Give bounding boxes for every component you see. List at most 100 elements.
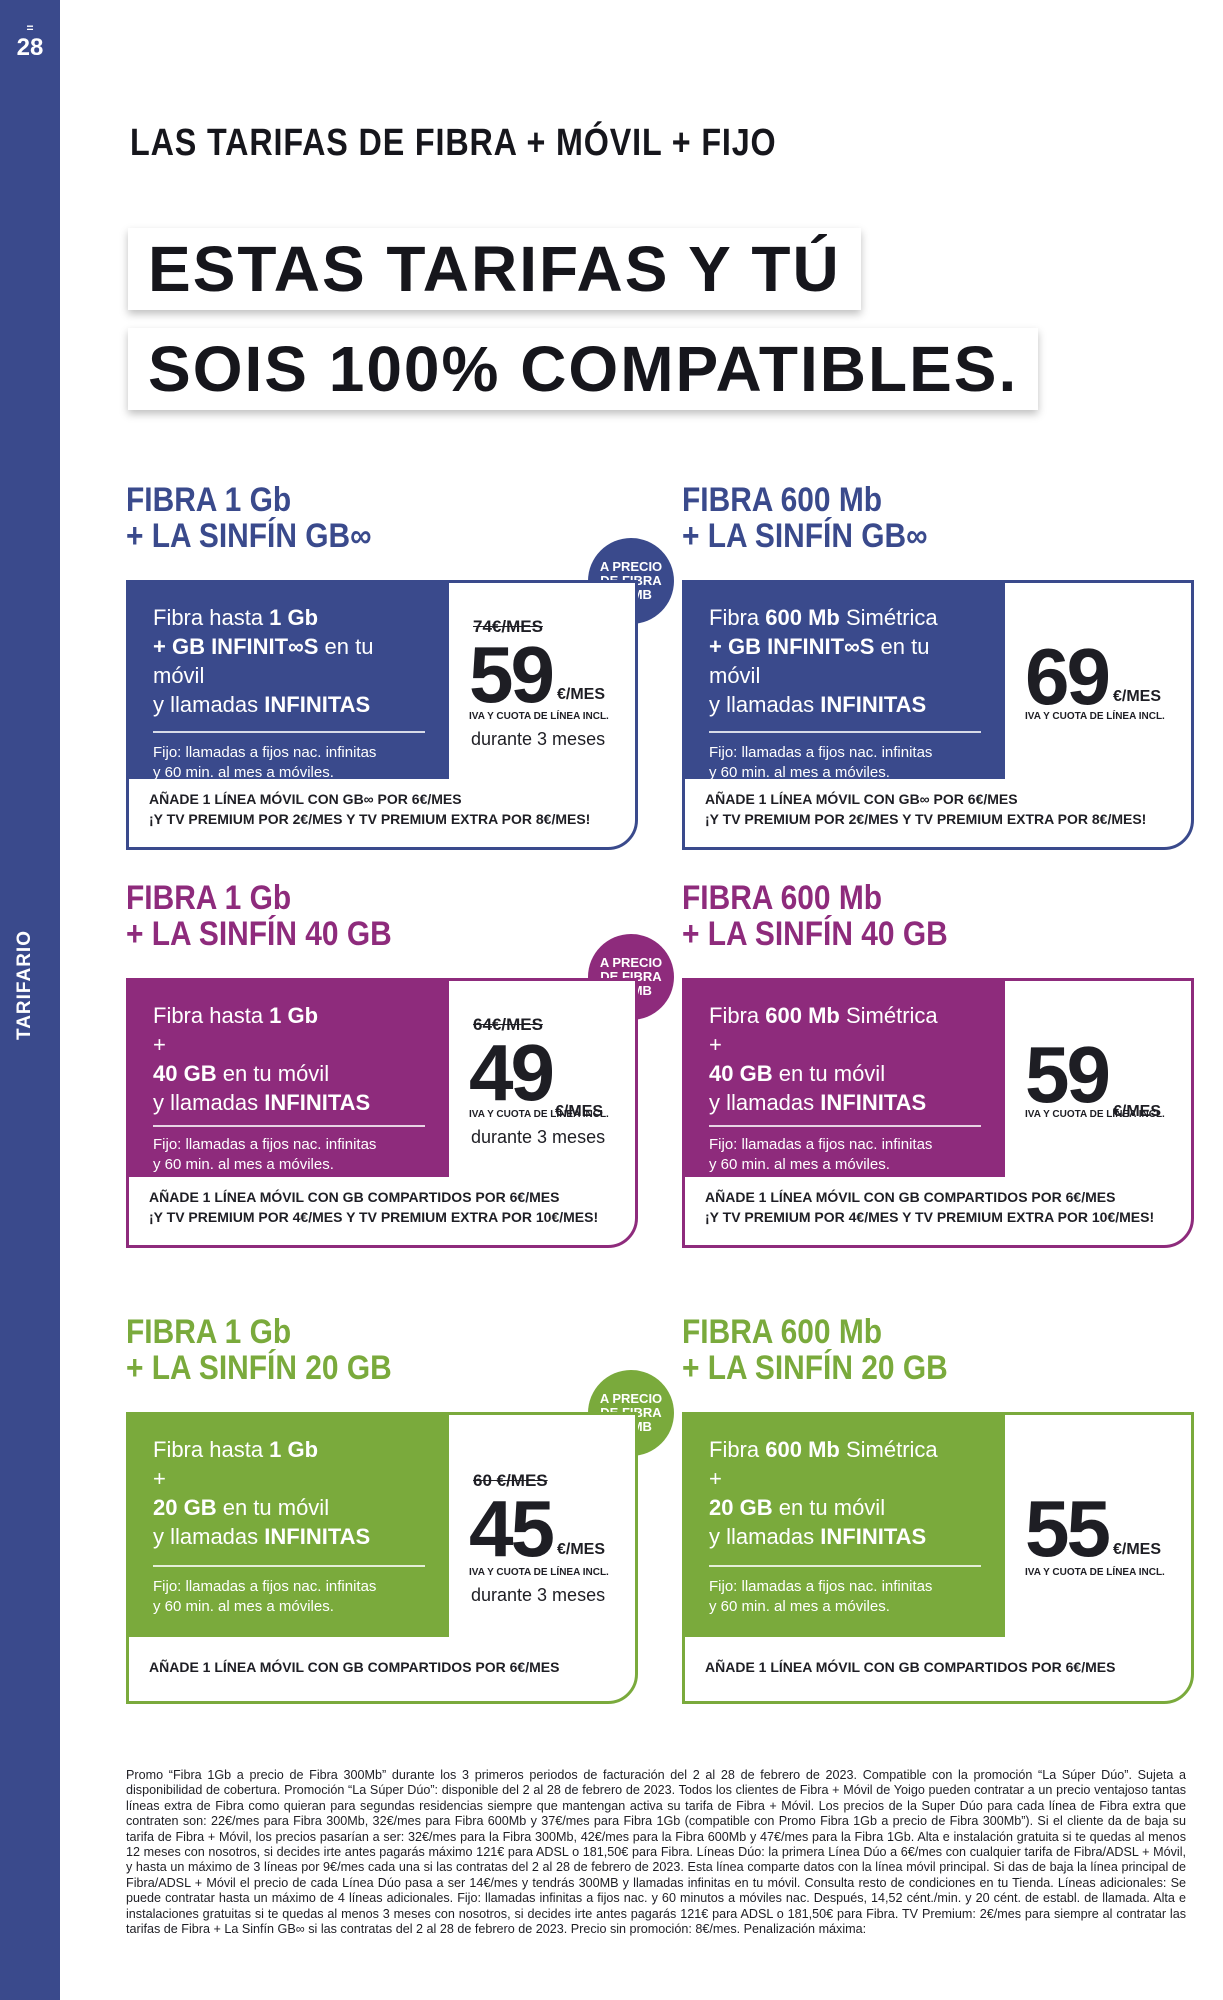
iva-note: IVA Y CUOTA DE LÍNEA INCL. [1025,1567,1165,1578]
addon-line-2: ¡Y TV PREMIUM POR 4€/MES Y TV PREMIUM EX… [149,1209,599,1225]
feature-divider [153,1565,425,1567]
feature-line-llamadas: y llamadas INFINITAS [153,692,371,717]
addon-line-1: AÑADE 1 LÍNEA MÓVIL CON GB COMPARTIDOS P… [705,1189,1116,1205]
addon-line-1: AÑADE 1 LÍNEA MÓVIL CON GB COMPARTIDOS P… [149,1189,560,1205]
card-title-line-1: FIBRA 1 Gb [126,481,292,519]
section-title: LAS TARIFAS DE FIBRA + MÓVIL + FIJO [130,122,777,164]
legal-text: Promo “Fibra 1Gb a precio de Fibra 300Mb… [126,1768,1186,1937]
feature-line-fibra: Fibra hasta 1 Gb [153,1437,319,1462]
tariff-box: Fibra 600 Mb Simétrica + 40 GB en tu móv… [682,978,1194,1248]
page-dots-icon: = [26,21,34,35]
price-unit: €/MES [555,1103,604,1120]
duration-note: durante 3 meses [471,1127,606,1147]
price-value: 45 [469,1484,555,1573]
feature-divider [709,1565,981,1567]
card-title-line-2: + LA SINFÍN 40 GB [682,915,948,953]
addon-line-1: AÑADE 1 LÍNEA MÓVIL CON GB∞ POR 6€/MES [149,791,462,807]
card-title-line-1: FIBRA 1 Gb [126,879,292,917]
feature-line-llamadas: y llamadas INFINITAS [153,1090,371,1115]
card-title-line-1: FIBRA 600 Mb [682,481,883,519]
price-unit: €/MES [1113,1541,1162,1558]
iva-note: IVA Y CUOTA DE LÍNEA INCL. [469,1109,609,1120]
addon-text: AÑADE 1 LÍNEA MÓVIL CON GB COMPARTIDOS P… [705,1657,1171,1677]
price-panel: 69 €/MES IVA Y CUOTA DE LÍNEA INCL. [1005,583,1191,779]
tariff-card-fibra-1gb-sinfin-infinito: FIBRA 1 Gb + LA SINFÍN GB∞ A PRECIO DE F… [126,481,674,850]
fijo-line-2: y 60 min. al mes a móviles. [709,1156,890,1173]
tariff-card-fibra-1gb-sinfin-40gb: FIBRA 1 Gb + LA SINFÍN 40 GB A PRECIO DE… [126,879,674,1248]
feature-line-fibra: Fibra 600 Mb Simétrica [709,1003,938,1028]
features-panel: Fibra 600 Mb Simétrica + GB INFINIT∞S en… [685,583,1005,781]
price-value: 59 [1025,1030,1111,1119]
iva-note: IVA Y CUOTA DE LÍNEA INCL. [1025,1109,1165,1120]
features-panel: Fibra 600 Mb Simétrica + 20 GB en tu móv… [685,1415,1005,1637]
price-unit: €/MES [1113,688,1162,705]
feature-line-plus: + [709,1032,722,1057]
fijo-line-1: Fijo: llamadas a fijos nac. infinitas [709,744,933,761]
card-title-line-1: FIBRA 1 Gb [126,1313,292,1351]
price-unit: €/MES [557,686,606,703]
feature-line-movil: 20 GB en tu móvil [709,1495,886,1520]
addon-line-2: ¡Y TV PREMIUM POR 2€/MES Y TV PREMIUM EX… [149,811,591,827]
fijo-line-2: y 60 min. al mes a móviles. [709,1598,890,1615]
addon-line-2: ¡Y TV PREMIUM POR 2€/MES Y TV PREMIUM EX… [705,811,1147,827]
feature-line-movil: + GB INFINIT∞S en tu móvil [153,634,374,688]
fijo-line-1: Fijo: llamadas a fijos nac. infinitas [153,1136,377,1153]
tariff-box: Fibra hasta 1 Gb + 20 GB en tu móvil y l… [126,1412,638,1704]
addon-text: AÑADE 1 LÍNEA MÓVIL CON GB∞ POR 6€/MES ¡… [705,789,1171,829]
sidebar [0,0,60,2000]
price-panel: 55 €/MES IVA Y CUOTA DE LÍNEA INCL. [1005,1415,1191,1637]
feature-line-llamadas: y llamadas INFINITAS [709,1524,927,1549]
fijo-line-1: Fijo: llamadas a fijos nac. infinitas [153,1578,377,1595]
card-title-line-2: + LA SINFÍN 20 GB [126,1349,392,1387]
tariff-card-fibra-1gb-sinfin-20gb: FIBRA 1 Gb + LA SINFÍN 20 GB A PRECIO DE… [126,1313,674,1704]
feature-line-plus: + [709,1466,722,1491]
feature-line-fibra: Fibra hasta 1 Gb [153,1003,319,1028]
old-price: 74€/MES [473,617,543,636]
badge-line: A PRECIO [599,559,663,574]
badge-line: A PRECIO [599,1391,663,1406]
feature-line-movil: 40 GB en tu móvil [709,1061,886,1086]
tariff-box: Fibra hasta 1 Gb + GB INFINIT∞S en tu mó… [126,580,638,850]
feature-line-plus: + [153,1032,166,1057]
duration-note: durante 3 meses [471,1585,606,1605]
feature-line-movil: + GB INFINIT∞S en tu móvil [709,634,930,688]
features-panel: Fibra hasta 1 Gb + 20 GB en tu móvil y l… [129,1415,449,1637]
old-price: 60 €/MES [473,1471,548,1490]
price-panel: 60 €/MES 45 €/MES IVA Y CUOTA DE LÍNEA I… [449,1415,635,1637]
fijo-line-1: Fijo: llamadas a fijos nac. infinitas [709,1578,933,1595]
tariff-box: Fibra hasta 1 Gb + 40 GB en tu móvil y l… [126,978,638,1248]
tariff-box: Fibra 600 Mb Simétrica + GB INFINIT∞S en… [682,580,1194,850]
iva-note: IVA Y CUOTA DE LÍNEA INCL. [1025,711,1165,722]
feature-line-fibra: Fibra 600 Mb Simétrica [709,1437,938,1462]
old-price: 64€/MES [473,1015,543,1034]
feature-divider [709,1125,981,1127]
card-title-line-2: + LA SINFÍN 20 GB [682,1349,948,1387]
hero-line-1: ESTAS TARIFAS Y TÚ [128,228,861,310]
price-value: 49 [469,1028,555,1117]
hero-line-2: SOIS 100% COMPATIBLES. [128,328,1039,410]
feature-line-fibra: Fibra 600 Mb Simétrica [709,605,938,630]
tariff-card-fibra-600mb-sinfin-40gb: FIBRA 600 Mb + LA SINFÍN 40 GB Fibra 600… [682,880,1194,1248]
price-value: 69 [1025,632,1111,721]
addon-line-1: AÑADE 1 LÍNEA MÓVIL CON GB COMPARTIDOS P… [149,1659,560,1675]
addon-text: AÑADE 1 LÍNEA MÓVIL CON GB COMPARTIDOS P… [705,1187,1171,1227]
feature-line-llamadas: y llamadas INFINITAS [709,692,927,717]
iva-note: IVA Y CUOTA DE LÍNEA INCL. [469,1567,609,1578]
feature-divider [709,731,981,733]
price-panel: 64€/MES 49 €/MES IVA Y CUOTA DE LÍNEA IN… [449,981,635,1177]
page-number-value: 28 [16,34,44,61]
price-value: 59 [469,630,555,719]
price-panel: 59 €/MES IVA Y CUOTA DE LÍNEA INCL. [1005,981,1191,1177]
feature-line-movil: 20 GB en tu móvil [153,1495,330,1520]
feature-divider [153,731,425,733]
addon-text: AÑADE 1 LÍNEA MÓVIL CON GB COMPARTIDOS P… [149,1187,615,1227]
card-title-line-2: + LA SINFÍN 40 GB [126,915,392,953]
price-value: 55 [1025,1484,1111,1573]
duration-note: durante 3 meses [471,729,606,749]
card-title-line-2: + LA SINFÍN GB∞ [126,517,372,555]
price-unit: €/MES [1113,1103,1162,1120]
fijo-line-2: y 60 min. al mes a móviles. [153,1156,334,1173]
feature-line-llamadas: y llamadas INFINITAS [709,1090,927,1115]
addon-text: AÑADE 1 LÍNEA MÓVIL CON GB COMPARTIDOS P… [149,1657,615,1677]
iva-note: IVA Y CUOTA DE LÍNEA INCL. [469,711,609,722]
